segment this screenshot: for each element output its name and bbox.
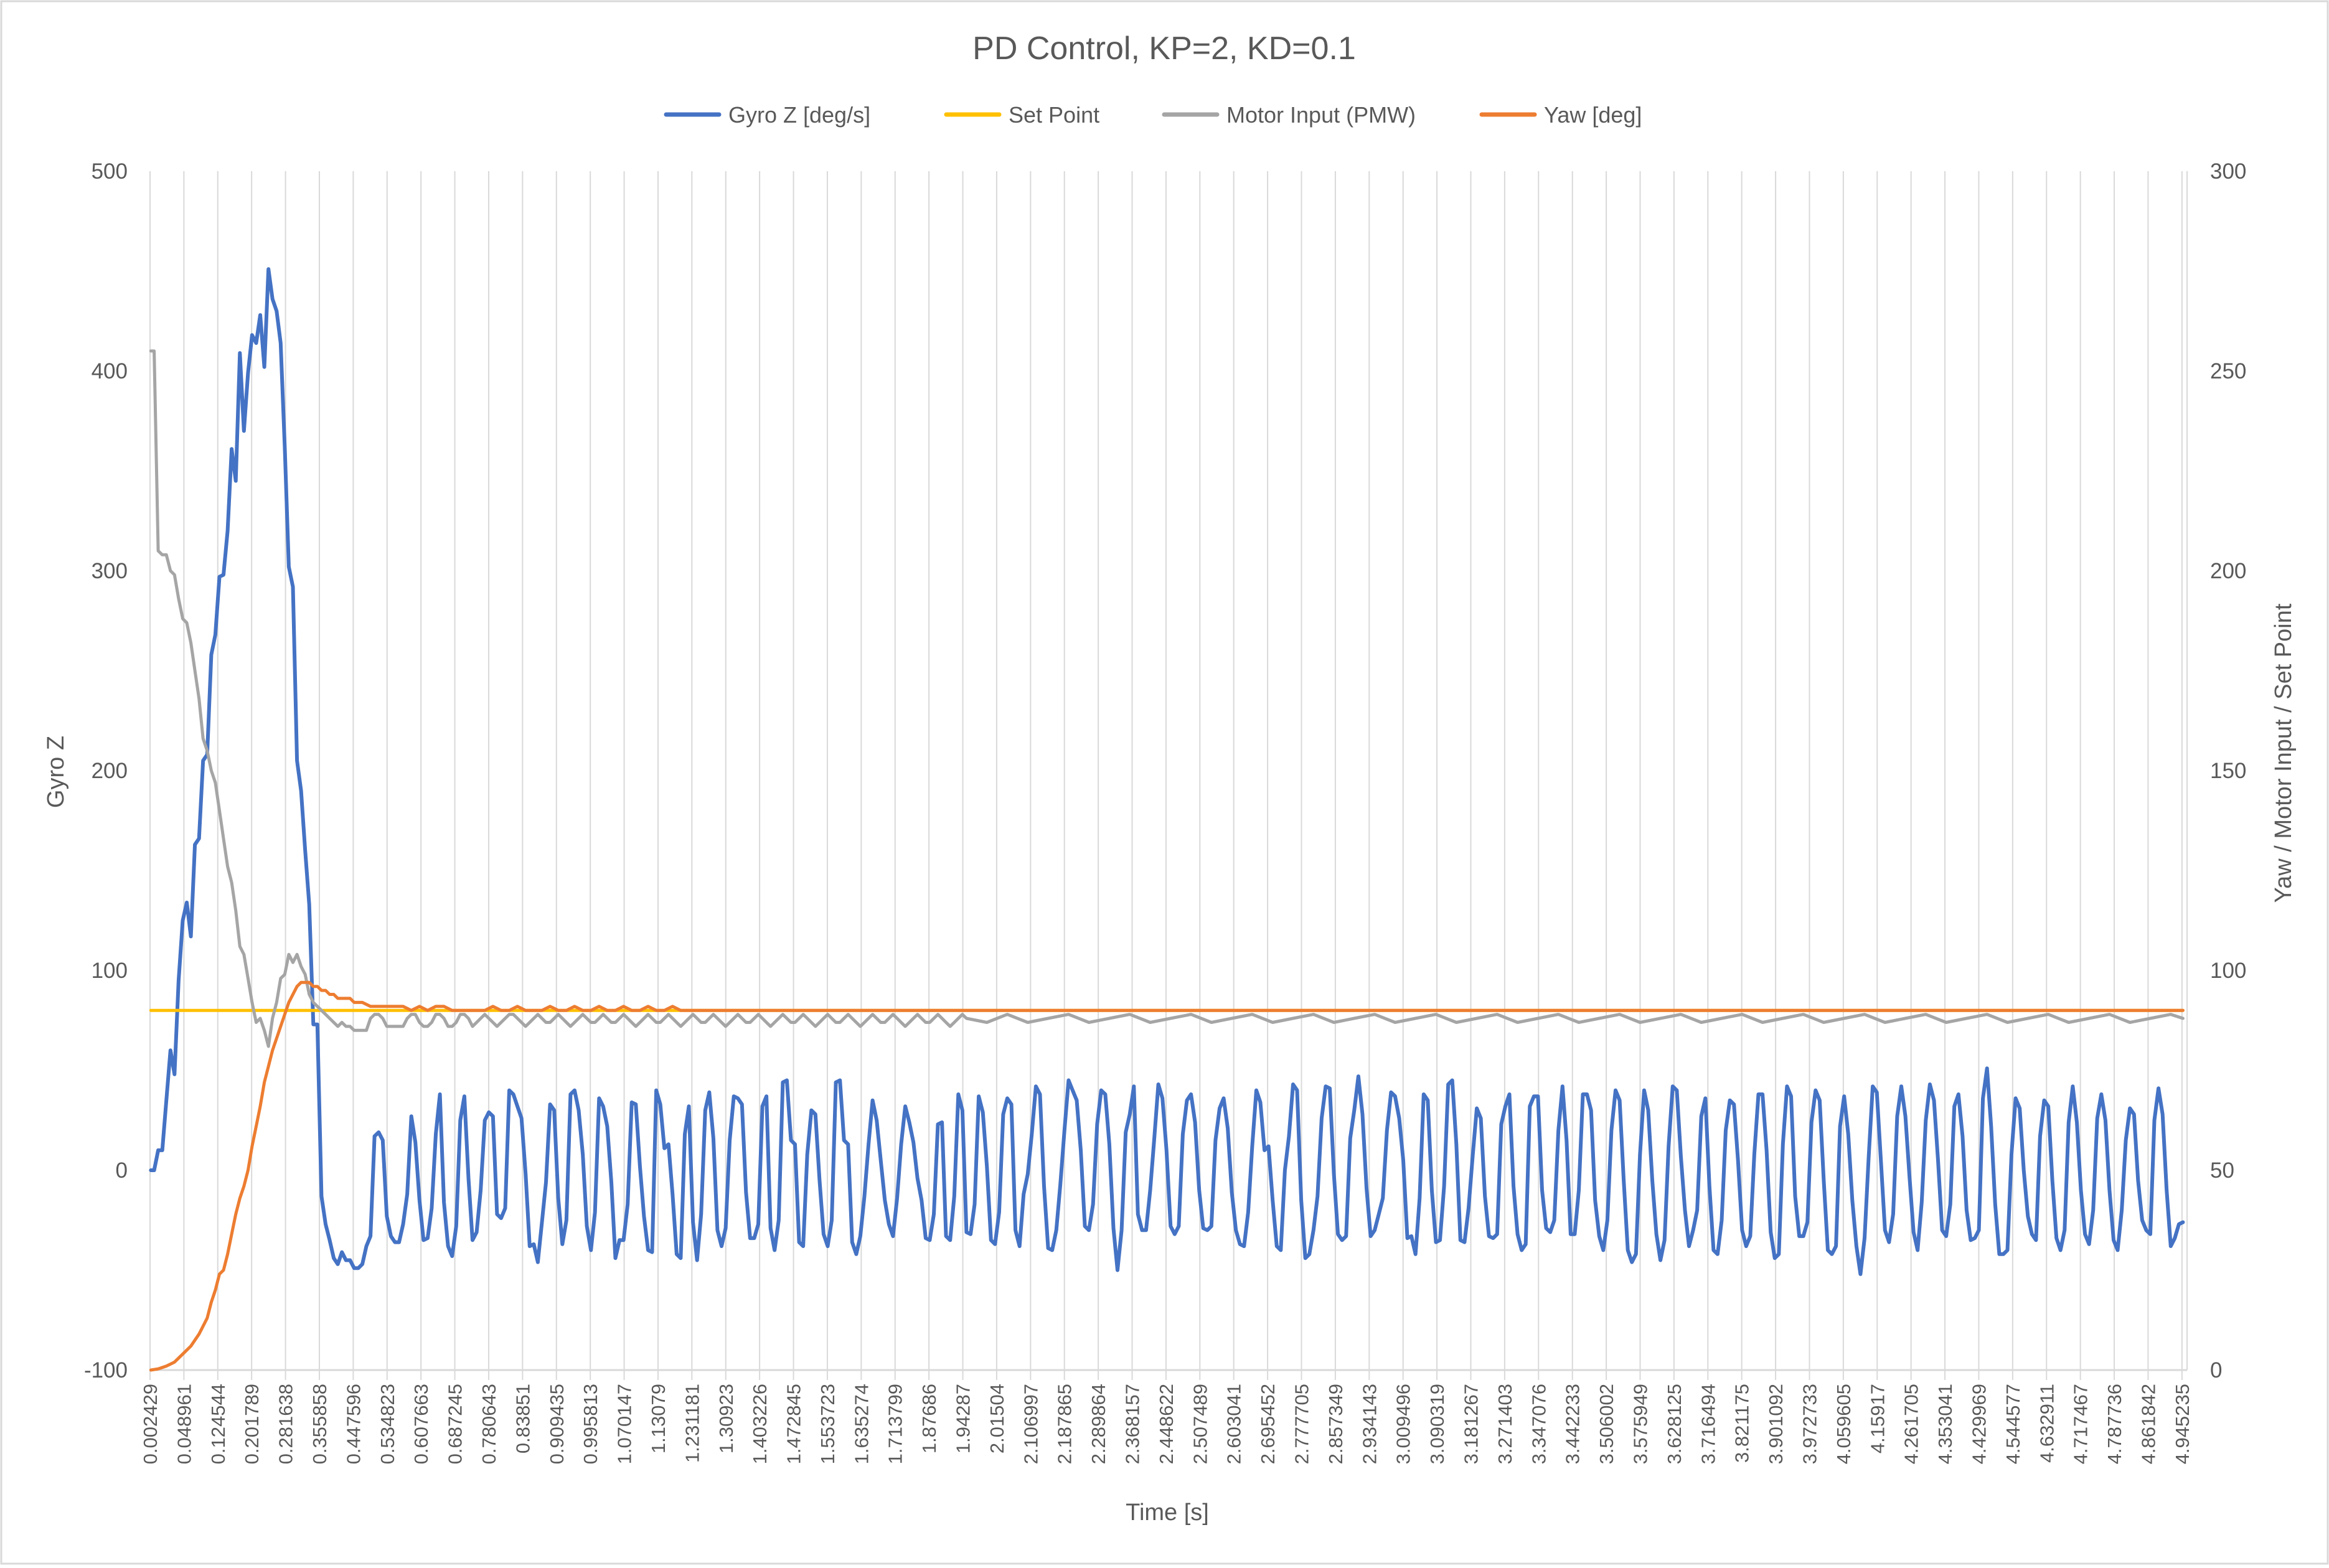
x-axis-ticks: 0.002429 0.048961 0.124544 0.201789 0.281638… xyxy=(139,1370,2193,1464)
x-tick-label: 4.544577 xyxy=(2002,1384,2024,1464)
x-axis-title: Time [s] xyxy=(1126,1500,1209,1526)
x-tick-label: 3.901092 xyxy=(1765,1384,1787,1464)
x-tick-label: 0.201789 xyxy=(241,1384,263,1464)
y2-tick-label: 0 xyxy=(2210,1358,2222,1383)
x-tick-label: 2.106997 xyxy=(1020,1384,1042,1464)
x-tick-label: 2.777705 xyxy=(1291,1384,1313,1464)
series-line-0 xyxy=(149,267,2185,1276)
x-tick-label: 4.261705 xyxy=(1901,1384,1922,1464)
right-axis-ticks: 0 50 100 150 200 250 300 xyxy=(2210,159,2246,1383)
x-tick-label: 1.472845 xyxy=(783,1384,805,1464)
x-tick-label: 2.507489 xyxy=(1189,1384,1211,1464)
x-tick-label: 4.717467 xyxy=(2070,1384,2092,1464)
x-tick-label: 2.934143 xyxy=(1358,1384,1380,1464)
y-axis-title: Gyro Z xyxy=(43,736,69,808)
x-tick-label: 2.289864 xyxy=(1088,1384,1109,1464)
y2-tick-label: 150 xyxy=(2210,759,2246,783)
x-tick-label: 4.632911 xyxy=(2036,1384,2058,1463)
x-tick-label: 2.857349 xyxy=(1325,1384,1347,1464)
x-tick-label: 2.187865 xyxy=(1054,1384,1076,1464)
x-tick-label: 1.30923 xyxy=(715,1384,737,1453)
x-tick-label: 3.575949 xyxy=(1629,1384,1651,1464)
x-tick-label: 4.353041 xyxy=(1934,1384,1956,1464)
x-tick-label: 4.059605 xyxy=(1833,1384,1855,1464)
x-tick-label: 3.181267 xyxy=(1460,1384,1482,1464)
y-tick-label: 100 xyxy=(92,959,128,983)
x-tick-label: 4.787736 xyxy=(2104,1384,2125,1464)
x-tick-label: 2.603041 xyxy=(1223,1384,1245,1464)
x-tick-label: 4.861842 xyxy=(2137,1384,2159,1464)
x-tick-label: 1.713799 xyxy=(885,1384,906,1464)
x-tick-label: 0.780643 xyxy=(478,1384,500,1464)
x-tick-label: 1.553723 xyxy=(817,1384,839,1464)
x-tick-label: 3.972733 xyxy=(1799,1384,1820,1464)
x-tick-label: 3.009496 xyxy=(1393,1384,1414,1464)
legend-label-0: Gyro Z [deg/s] xyxy=(728,102,870,128)
left-axis-ticks: -100 0 100 200 300 400 500 xyxy=(84,159,128,1383)
x-tick-label: 3.347076 xyxy=(1528,1384,1550,1464)
y-tick-label: 200 xyxy=(92,759,128,783)
x-tick-label: 1.403226 xyxy=(749,1384,771,1464)
x-tick-label: 2.368157 xyxy=(1122,1384,1144,1464)
y-tick-label: -100 xyxy=(84,1358,128,1383)
x-tick-label: 3.090319 xyxy=(1426,1384,1448,1464)
x-tick-label: 2.01504 xyxy=(986,1384,1008,1453)
legend-label-3: Yaw [deg] xyxy=(1544,102,1642,128)
x-tick-label: 0.124544 xyxy=(207,1384,229,1464)
series-group xyxy=(149,267,2185,1372)
x-tick-label: 3.442233 xyxy=(1562,1384,1584,1464)
x-tick-label: 1.13079 xyxy=(647,1384,669,1453)
x-tick-label: 0.447596 xyxy=(342,1384,364,1464)
y2-axis-title: Yaw / Motor Input / Set Point xyxy=(2270,603,2297,903)
y2-tick-label: 200 xyxy=(2210,559,2246,583)
legend-label-1: Set Point xyxy=(1009,102,1099,128)
x-tick-label: 3.271403 xyxy=(1494,1384,1516,1464)
y-tick-label: 400 xyxy=(92,359,128,383)
x-tick-label: 3.506002 xyxy=(1596,1384,1617,1464)
x-tick-label: 0.534823 xyxy=(377,1384,398,1464)
x-tick-label: 0.83851 xyxy=(512,1384,534,1453)
x-tick-label: 1.231181 xyxy=(681,1384,703,1463)
x-tick-label: 3.628125 xyxy=(1663,1384,1685,1464)
y-tick-label: 300 xyxy=(92,559,128,583)
x-tick-label: 0.281638 xyxy=(275,1384,297,1464)
x-tick-label: 2.695452 xyxy=(1257,1384,1279,1464)
legend-label-2: Motor Input (PMW) xyxy=(1226,102,1416,128)
y-tick-label: 0 xyxy=(116,1158,128,1183)
y2-tick-label: 50 xyxy=(2210,1158,2234,1183)
x-tick-label: 0.909435 xyxy=(546,1384,568,1464)
y2-tick-label: 250 xyxy=(2210,359,2246,383)
y2-tick-label: 300 xyxy=(2210,159,2246,184)
x-tick-label: 1.070147 xyxy=(614,1384,636,1464)
x-tick-label: 1.635274 xyxy=(850,1384,872,1464)
x-tick-label: 4.945235 xyxy=(2171,1384,2193,1464)
series-line-2 xyxy=(149,349,2185,1048)
x-tick-label: 0.355858 xyxy=(309,1384,331,1464)
x-tick-label: 3.716494 xyxy=(1697,1384,1719,1464)
chart-title: PD Control, KP=2, KD=0.1 xyxy=(972,31,1356,67)
x-tick-label: 4.429969 xyxy=(1968,1384,1990,1464)
x-tick-label: 1.87686 xyxy=(918,1384,940,1453)
x-tick-label: 0.687245 xyxy=(445,1384,466,1464)
series-line-3 xyxy=(149,980,2185,1372)
x-tick-label: 0.995813 xyxy=(580,1384,601,1464)
y2-tick-label: 100 xyxy=(2210,959,2246,983)
x-tick-label: 0.048961 xyxy=(173,1384,195,1464)
x-tick-label: 0.002429 xyxy=(139,1384,161,1464)
x-tick-label: 2.448622 xyxy=(1155,1384,1177,1464)
y-tick-label: 500 xyxy=(92,159,128,184)
x-tick-label: 1.94287 xyxy=(953,1384,974,1453)
x-tick-label: 4.15917 xyxy=(1866,1384,1888,1453)
x-tick-label: 3.821175 xyxy=(1731,1384,1753,1463)
legend: Gyro Z [deg/s] Set Point Motor Input (PMW)… xyxy=(664,102,1642,128)
x-tick-label: 0.607663 xyxy=(410,1384,432,1464)
